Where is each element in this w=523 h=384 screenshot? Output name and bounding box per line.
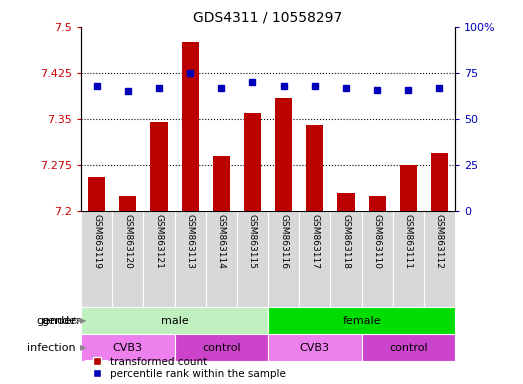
Bar xyxy=(206,211,237,307)
Text: male: male xyxy=(161,316,188,326)
Text: gender: gender xyxy=(36,316,76,326)
Legend: transformed count, percentile rank within the sample: transformed count, percentile rank withi… xyxy=(86,357,286,379)
Bar xyxy=(81,307,268,334)
Text: CVB3: CVB3 xyxy=(300,343,330,353)
Bar xyxy=(306,125,323,211)
Bar xyxy=(175,211,206,307)
Text: GSM863114: GSM863114 xyxy=(217,214,226,269)
Text: control: control xyxy=(389,343,428,353)
Text: GSM863119: GSM863119 xyxy=(92,214,101,269)
Bar xyxy=(181,42,199,211)
Text: female: female xyxy=(342,316,381,326)
Text: ▶: ▶ xyxy=(80,343,86,352)
Bar xyxy=(213,156,230,211)
Bar xyxy=(299,211,331,307)
Text: GSM863115: GSM863115 xyxy=(248,214,257,269)
Text: infection: infection xyxy=(27,343,76,353)
Bar xyxy=(331,211,361,307)
Bar xyxy=(143,211,175,307)
Text: CVB3: CVB3 xyxy=(113,343,143,353)
Bar xyxy=(151,122,167,211)
Bar xyxy=(119,196,137,211)
Bar xyxy=(424,211,455,307)
Text: GSM863113: GSM863113 xyxy=(186,214,195,269)
Bar xyxy=(81,334,175,361)
Bar xyxy=(237,211,268,307)
Text: GSM863110: GSM863110 xyxy=(372,214,382,269)
Bar xyxy=(361,211,393,307)
Bar xyxy=(81,211,112,307)
Bar xyxy=(268,334,361,361)
Bar xyxy=(112,211,143,307)
Bar xyxy=(268,307,455,334)
Text: GSM863118: GSM863118 xyxy=(342,214,350,269)
Bar xyxy=(268,211,299,307)
Text: control: control xyxy=(202,343,241,353)
Text: GSM863120: GSM863120 xyxy=(123,214,132,269)
Title: GDS4311 / 10558297: GDS4311 / 10558297 xyxy=(194,10,343,24)
Bar xyxy=(361,334,455,361)
Bar xyxy=(393,211,424,307)
Text: gender: gender xyxy=(41,316,81,326)
Text: GSM863111: GSM863111 xyxy=(404,214,413,269)
Text: GSM863121: GSM863121 xyxy=(154,214,164,269)
Text: GSM863112: GSM863112 xyxy=(435,214,444,269)
Text: GSM863116: GSM863116 xyxy=(279,214,288,269)
Bar xyxy=(175,334,268,361)
Bar xyxy=(337,193,355,211)
Bar xyxy=(244,113,261,211)
Bar xyxy=(369,196,385,211)
Text: ▶: ▶ xyxy=(80,316,86,325)
Bar xyxy=(275,98,292,211)
Text: GSM863117: GSM863117 xyxy=(310,214,319,269)
Bar xyxy=(88,177,105,211)
Bar xyxy=(400,165,417,211)
Bar xyxy=(431,153,448,211)
